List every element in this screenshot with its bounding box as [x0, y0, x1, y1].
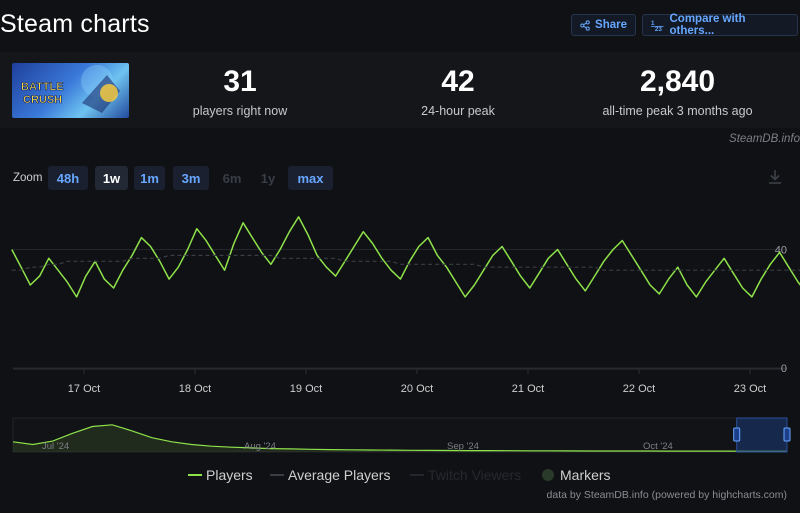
- compare-icon: 1 23: [651, 20, 664, 32]
- players-now-value: 31: [223, 65, 257, 98]
- zoom-3m-button[interactable]: 3m: [173, 166, 209, 190]
- compare-label: Compare with others...: [669, 13, 746, 37]
- svg-text:1: 1: [651, 20, 655, 27]
- highcharts-credit[interactable]: data by SteamDB.info (powered by highcha…: [546, 489, 787, 501]
- zoom-48h-button[interactable]: 48h: [48, 166, 88, 190]
- zoom-label: Zoom: [13, 172, 43, 184]
- zoom-1y-button: 1y: [260, 170, 276, 186]
- zoom-max-button[interactable]: max: [288, 166, 333, 190]
- peak24-label: 24-hour peak: [421, 104, 495, 118]
- game-logo[interactable]: BATTLE CRUSH: [12, 63, 129, 118]
- share-icon: [580, 19, 590, 31]
- stat-24h-peak: 42 24-hour peak: [378, 65, 538, 119]
- chart-container: [0, 150, 800, 513]
- zoom-1w-button[interactable]: 1w: [95, 166, 128, 190]
- logo-text-top: BATTLE: [21, 81, 64, 93]
- site-credit[interactable]: SteamDB.info: [729, 133, 800, 145]
- players-now-label: players right now: [192, 104, 288, 118]
- alltime-label: all-time peak 3 months ago: [602, 104, 753, 118]
- svg-text:23: 23: [655, 25, 662, 31]
- compare-button[interactable]: 1 23 Compare with others...: [642, 13, 798, 37]
- zoom-1m-button[interactable]: 1m: [134, 166, 165, 190]
- logo-text-bottom: CRUSH: [23, 94, 62, 106]
- zoom-6m-button: 6m: [222, 170, 242, 186]
- peak24-value: 42: [441, 65, 475, 98]
- share-button[interactable]: Share: [571, 14, 636, 36]
- download-icon[interactable]: [766, 168, 784, 186]
- page-title: Steam charts: [0, 10, 150, 38]
- stat-alltime-peak: 2,840 all-time peak 3 months ago: [585, 65, 770, 119]
- alltime-value: 2,840: [639, 65, 716, 98]
- stats-panel: BATTLE CRUSH 31 players right now 42 24-…: [0, 52, 800, 128]
- game-artwork-icon: BATTLE CRUSH: [21, 65, 120, 113]
- share-label: Share: [595, 19, 627, 31]
- stat-players-now: 31 players right now: [160, 65, 320, 119]
